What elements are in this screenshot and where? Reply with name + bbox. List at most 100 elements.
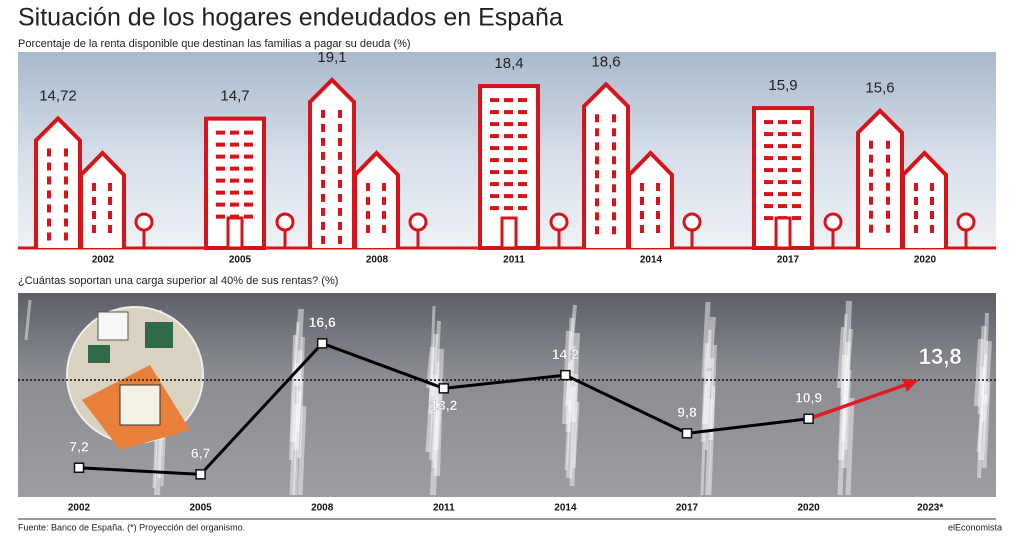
- x-tick-label: 2023*: [917, 503, 943, 514]
- rain-streak: [977, 325, 987, 415]
- window: [92, 183, 96, 191]
- window: [230, 142, 239, 147]
- rain-streak: [24, 299, 32, 341]
- window: [792, 120, 801, 125]
- window: [321, 179, 325, 188]
- window: [792, 168, 801, 173]
- window: [230, 190, 239, 195]
- rain-streak: [570, 332, 580, 423]
- window: [612, 212, 616, 221]
- window: [778, 192, 787, 197]
- building-group: 14,7 2005: [204, 88, 295, 266]
- window: [612, 142, 616, 151]
- window: [778, 180, 787, 185]
- window: [64, 176, 68, 185]
- window: [914, 183, 918, 191]
- window: [216, 166, 225, 171]
- window: [321, 221, 325, 230]
- x-tick-label: 2011: [503, 255, 525, 266]
- small-building: [627, 150, 674, 248]
- window: [321, 207, 325, 216]
- value-label: 13,8: [919, 344, 962, 369]
- rain-streak: [572, 401, 580, 469]
- rain-streak: [981, 381, 991, 469]
- window: [338, 179, 342, 188]
- x-tick-label: 2017: [676, 503, 699, 514]
- building: [308, 77, 356, 248]
- window: [216, 214, 225, 219]
- window: [518, 122, 527, 127]
- window: [792, 192, 801, 197]
- window: [886, 140, 890, 149]
- window: [382, 211, 386, 219]
- door: [226, 216, 244, 250]
- rain-streak: [974, 338, 984, 407]
- window: [504, 170, 513, 175]
- rain-streak: [705, 398, 713, 496]
- point: [195, 469, 206, 480]
- window: [518, 158, 527, 163]
- building-group: 15,6 2020: [856, 80, 976, 266]
- window: [930, 225, 934, 233]
- window: [930, 197, 934, 205]
- window: [930, 211, 934, 219]
- window: [504, 194, 513, 199]
- window: [886, 196, 890, 205]
- window: [64, 204, 68, 213]
- rain: [24, 299, 992, 496]
- rain-streak: [433, 320, 441, 405]
- x-tick-label: 2008: [311, 503, 334, 514]
- value-label: 10,9: [795, 389, 822, 405]
- rain-streak: [701, 301, 711, 379]
- window: [490, 194, 499, 199]
- window: [321, 151, 325, 160]
- window: [869, 210, 873, 219]
- window: [338, 151, 342, 160]
- window: [216, 190, 225, 195]
- value-label: 19,1: [317, 49, 346, 66]
- tree: [682, 212, 702, 232]
- x-tick-label: 2005: [189, 503, 212, 514]
- window: [92, 225, 96, 233]
- value-label: 14,2: [552, 346, 579, 362]
- window: [490, 206, 499, 211]
- x-tick-label: 2008: [366, 255, 389, 266]
- rain-streak: [840, 313, 848, 397]
- value-label: 6,7: [191, 445, 211, 461]
- window: [764, 168, 773, 173]
- small-building: [353, 150, 400, 248]
- rain-streak: [290, 362, 300, 443]
- rain-streak: [426, 346, 436, 389]
- window: [595, 142, 599, 151]
- window: [47, 148, 51, 157]
- value-label: 14,72: [39, 87, 77, 104]
- rain-streak: [294, 308, 304, 387]
- window: [778, 132, 787, 137]
- window: [518, 194, 527, 199]
- window: [869, 154, 873, 163]
- window: [47, 218, 51, 227]
- window: [338, 221, 342, 230]
- window: [490, 98, 499, 103]
- window: [338, 193, 342, 202]
- rain-streak: [701, 342, 709, 443]
- window: [869, 182, 873, 191]
- window: [764, 120, 773, 125]
- window: [518, 98, 527, 103]
- rain-streak: [977, 366, 985, 479]
- rain-streak: [430, 402, 440, 496]
- window: [764, 156, 773, 161]
- window: [764, 192, 773, 197]
- brand: elEconomista: [948, 522, 1002, 532]
- window: [108, 183, 112, 191]
- rain-streak: [296, 377, 304, 433]
- window: [366, 225, 370, 233]
- window: [595, 128, 599, 137]
- source-note: Fuente: Banco de España. (*) Proyección …: [18, 522, 245, 532]
- window: [216, 178, 225, 183]
- window: [869, 224, 873, 233]
- window: [914, 225, 918, 233]
- window: [612, 170, 616, 179]
- window: [595, 114, 599, 123]
- rain-streak: [292, 321, 300, 379]
